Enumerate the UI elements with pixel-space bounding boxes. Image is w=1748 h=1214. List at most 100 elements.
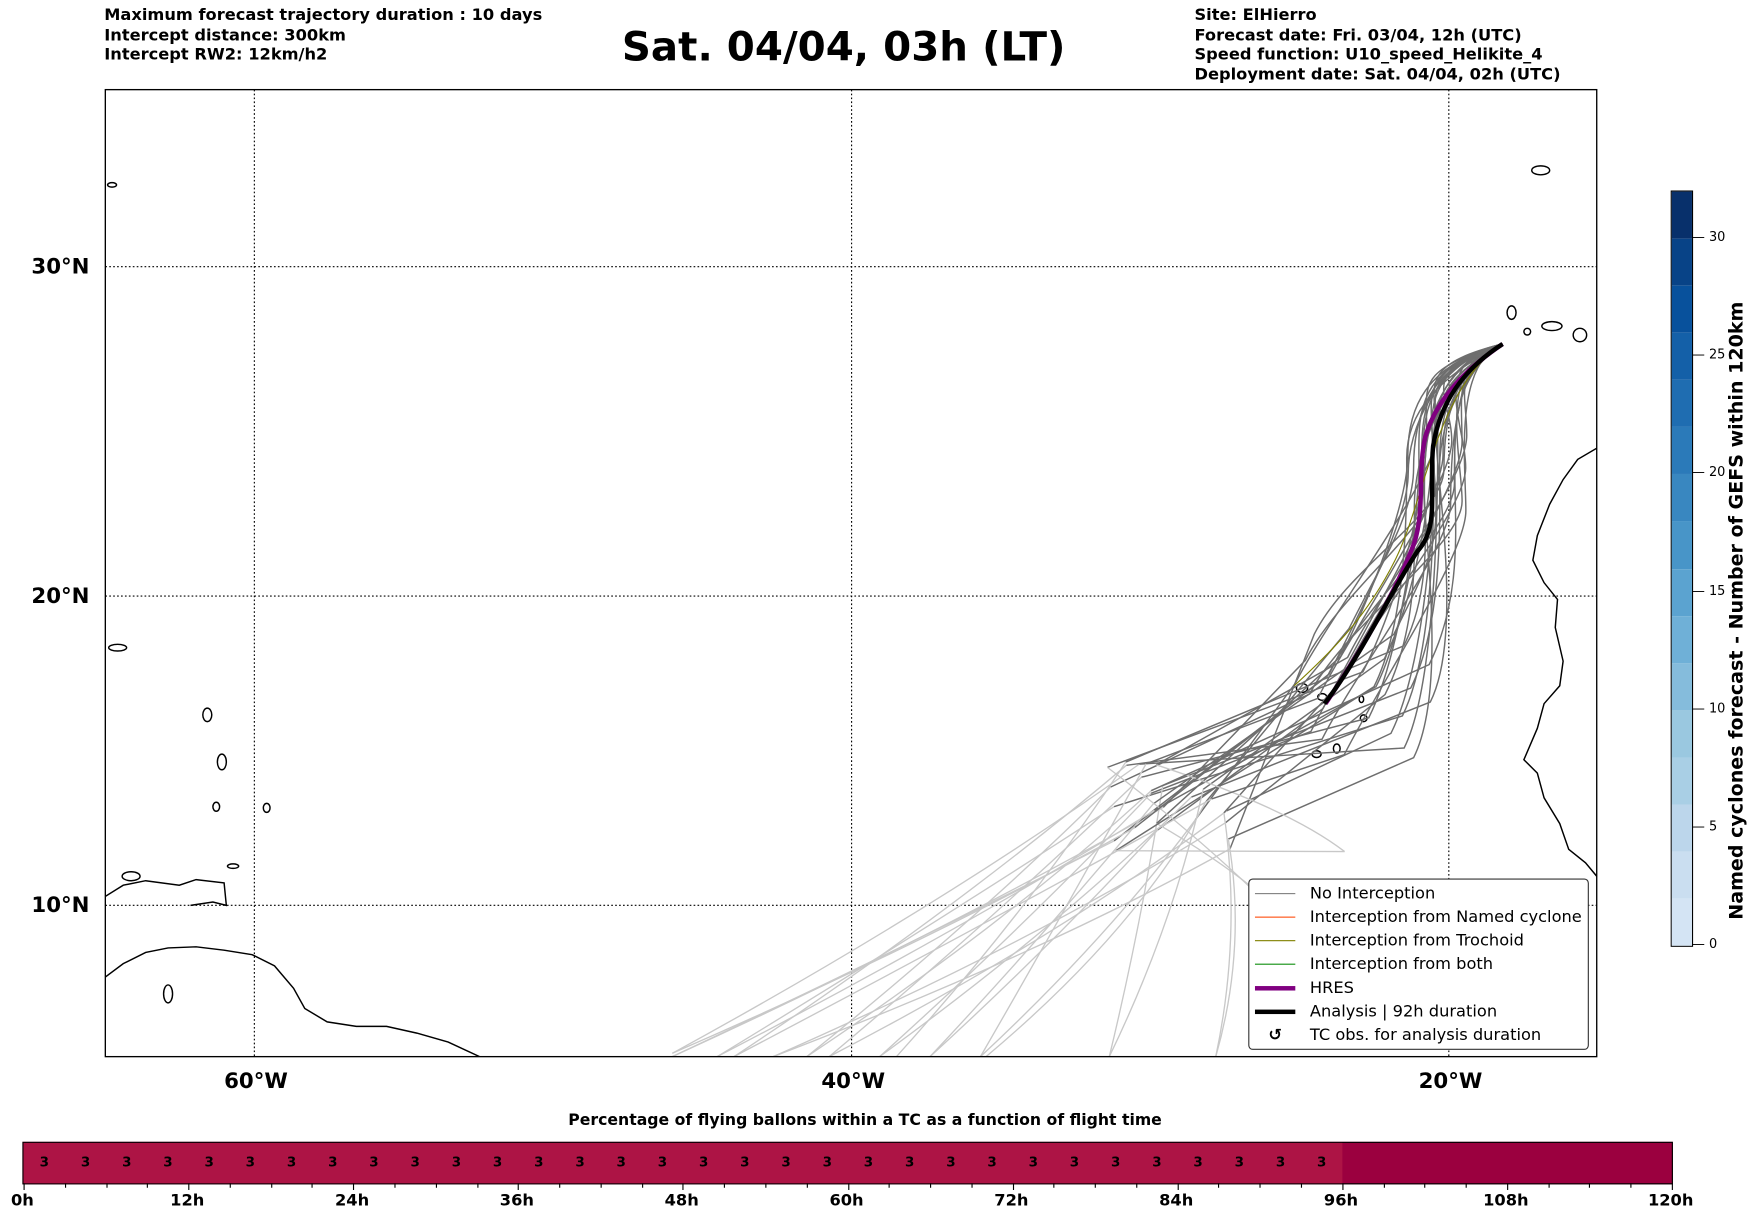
flight-bar-cell-value: 3 <box>987 1154 997 1170</box>
ensemble-trajectory-light <box>879 796 1192 1057</box>
flight-bar-tick <box>1589 1183 1591 1188</box>
lat-label-30n: 30°N <box>31 254 90 280</box>
flight-bar-cell-value: 3 <box>740 1154 750 1170</box>
flight-bar-tick <box>1300 1183 1303 1188</box>
intercept-rw2-text: Intercept RW2: 12km/h2 <box>104 45 328 64</box>
flight-bar-tick-label: 108h <box>1483 1192 1529 1211</box>
ensemble-trajectory-light <box>733 798 1212 1057</box>
colorbar-bin <box>1671 615 1692 663</box>
flight-bar-cell-value: 3 <box>863 1154 874 1170</box>
flight-bar-tick <box>270 1183 272 1188</box>
legend-item-named-cyclone: Interception from Named cyclone <box>1249 905 1582 929</box>
flight-bar-tick-label: 96h <box>1323 1192 1359 1211</box>
colorbar-bin <box>1671 710 1692 758</box>
flight-bar-tick <box>311 1183 314 1188</box>
flight-bar-cell-value: 3 <box>822 1154 832 1170</box>
ensemble-trajectory-light <box>1215 812 1232 1057</box>
colorbar-bin <box>1671 851 1692 899</box>
flight-bar-tick <box>888 1183 890 1188</box>
lat-label-20n: 20°N <box>31 583 90 609</box>
flight-bar-tick <box>1218 1183 1220 1188</box>
flight-bar-cell-value: 3 <box>1275 1154 1286 1170</box>
page-title: Sat. 04/04, 03h (LT) <box>621 24 1066 71</box>
flight-bar-cell-value: 3 <box>1234 1154 1245 1170</box>
flight-bar-tick <box>105 1183 108 1188</box>
colorbar-bin <box>1671 427 1692 475</box>
flight-bar-cell-value: 3 <box>80 1154 91 1170</box>
canary-islands <box>1506 165 1588 343</box>
ensemble-trajectory-light <box>929 829 1159 1057</box>
flight-bar-tick <box>64 1183 66 1188</box>
legend-label: HRES <box>1309 978 1354 997</box>
legend-item-both: Interception from both <box>1249 952 1493 976</box>
deployment-date-text: Deployment date: Sat. 04/04, 02h (UTC) <box>1194 65 1561 84</box>
flight-bar-cell-value: 3 <box>492 1154 503 1170</box>
ensemble-trajectory-light <box>828 810 1228 1057</box>
flight-bar-tick <box>765 1183 767 1188</box>
ensemble-trajectory-light <box>806 790 1152 1057</box>
colorbar-bin <box>1671 191 1692 239</box>
ensemble-trajectory-light <box>1155 764 1346 853</box>
flight-bar-tick <box>476 1183 478 1188</box>
flight-bar-cell-value: 3 <box>781 1154 791 1170</box>
colorbar-bin <box>1671 474 1692 522</box>
lon-label-20w: 20°W <box>1418 1068 1483 1094</box>
flight-bar-cell-value: 3 <box>39 1154 50 1170</box>
ensemble-trajectory-dark <box>1223 343 1503 814</box>
trochoid-interception-trajectory <box>1293 352 1491 687</box>
colorbar-bin <box>1671 804 1692 852</box>
flight-bar-cell-value: 3 <box>286 1154 297 1170</box>
ensemble-trajectory-light <box>895 761 1127 1057</box>
colorbar-bin <box>1671 380 1692 428</box>
flight-bar-tick <box>353 1183 355 1190</box>
flight-bar-cell-value: 3 <box>204 1154 214 1170</box>
legend-item-trochoid: Interception from Trochoid <box>1249 929 1524 953</box>
flight-bar-cell-value: 3 <box>1111 1154 1121 1170</box>
flight-bar-cell-value: 3 <box>163 1154 173 1170</box>
flight-bar-cell-value: 3 <box>946 1154 956 1170</box>
flight-bar-title: Percentage of flying ballons within a TC… <box>568 1111 1162 1130</box>
ensemble-trajectory-light <box>929 803 1154 1057</box>
flight-bar-tick-label: 12h <box>170 1192 205 1211</box>
ensemble-trajectory-light <box>772 848 1231 1057</box>
flight-bar-tick-label: 24h <box>334 1192 370 1211</box>
flight-bar-cell-value: 3 <box>616 1154 626 1170</box>
ensemble-trajectory-dark <box>1139 343 1503 765</box>
flight-time-bar: 3 3 3 3 3 3 3 3 3 3 3 3 3 3 3 3 3 3 3 3 3 3 3 3 3 3 3 3 3 3 3 3 <box>22 1141 1673 1190</box>
legend: No Interception Interception from Named … <box>1248 878 1589 1050</box>
flight-bar-tick <box>1506 1183 1509 1190</box>
ensemble-trajectory-light <box>733 764 1127 1057</box>
intercept-distance-text: Intercept distance: 300km <box>104 26 346 45</box>
legend-label: Interception from both <box>1309 955 1494 974</box>
ensemble-trajectory-dark <box>1134 343 1503 829</box>
flight-bar-cell-value: 3 <box>410 1154 420 1170</box>
legend-item-no-interception: No Interception <box>1249 882 1435 906</box>
flight-bar-tick-label: 120h <box>1647 1192 1694 1211</box>
coastline-caribbean <box>105 878 228 907</box>
legend-item-hres: HRES <box>1249 976 1354 1000</box>
flight-bar-cell-value: 3 <box>1028 1154 1038 1170</box>
flight-bar-tick-label: 36h <box>499 1192 534 1211</box>
flight-bar-cell-value: 3 <box>451 1154 462 1170</box>
flight-bar-cell-value: 3 <box>904 1154 915 1170</box>
flight-bar-tick <box>1383 1183 1385 1188</box>
ensemble-trajectory-light <box>985 802 1206 1057</box>
header-right: Site: ElHierro Forecast date: Fri. 03/04… <box>1194 7 1560 85</box>
ensemble-trajectory-light <box>716 809 1155 1057</box>
flight-bar-tick <box>559 1183 561 1188</box>
flight-bar-tick <box>394 1183 396 1188</box>
ensemble-trajectory-light <box>828 776 1142 1057</box>
ensemble-trajectory-light <box>716 806 1115 1057</box>
legend-label: Interception from Trochoid <box>1309 931 1524 950</box>
colorbar-tick-label: — 15 <box>1691 582 1726 598</box>
legend-item-tc-obs: ↺ TC obs. for analysis duration <box>1249 1023 1541 1047</box>
legend-swatch <box>1254 916 1296 918</box>
flight-bar-tick <box>1053 1183 1055 1188</box>
flight-bar-tick <box>1548 1183 1550 1188</box>
header-left: Maximum forecast trajectory duration : 1… <box>104 7 542 66</box>
ensemble-trajectory-light <box>671 763 1140 1054</box>
legend-item-analysis: Analysis | 92h duration <box>1249 999 1497 1023</box>
colorbar-bin <box>1671 568 1692 616</box>
flight-bar-tick <box>188 1183 190 1190</box>
